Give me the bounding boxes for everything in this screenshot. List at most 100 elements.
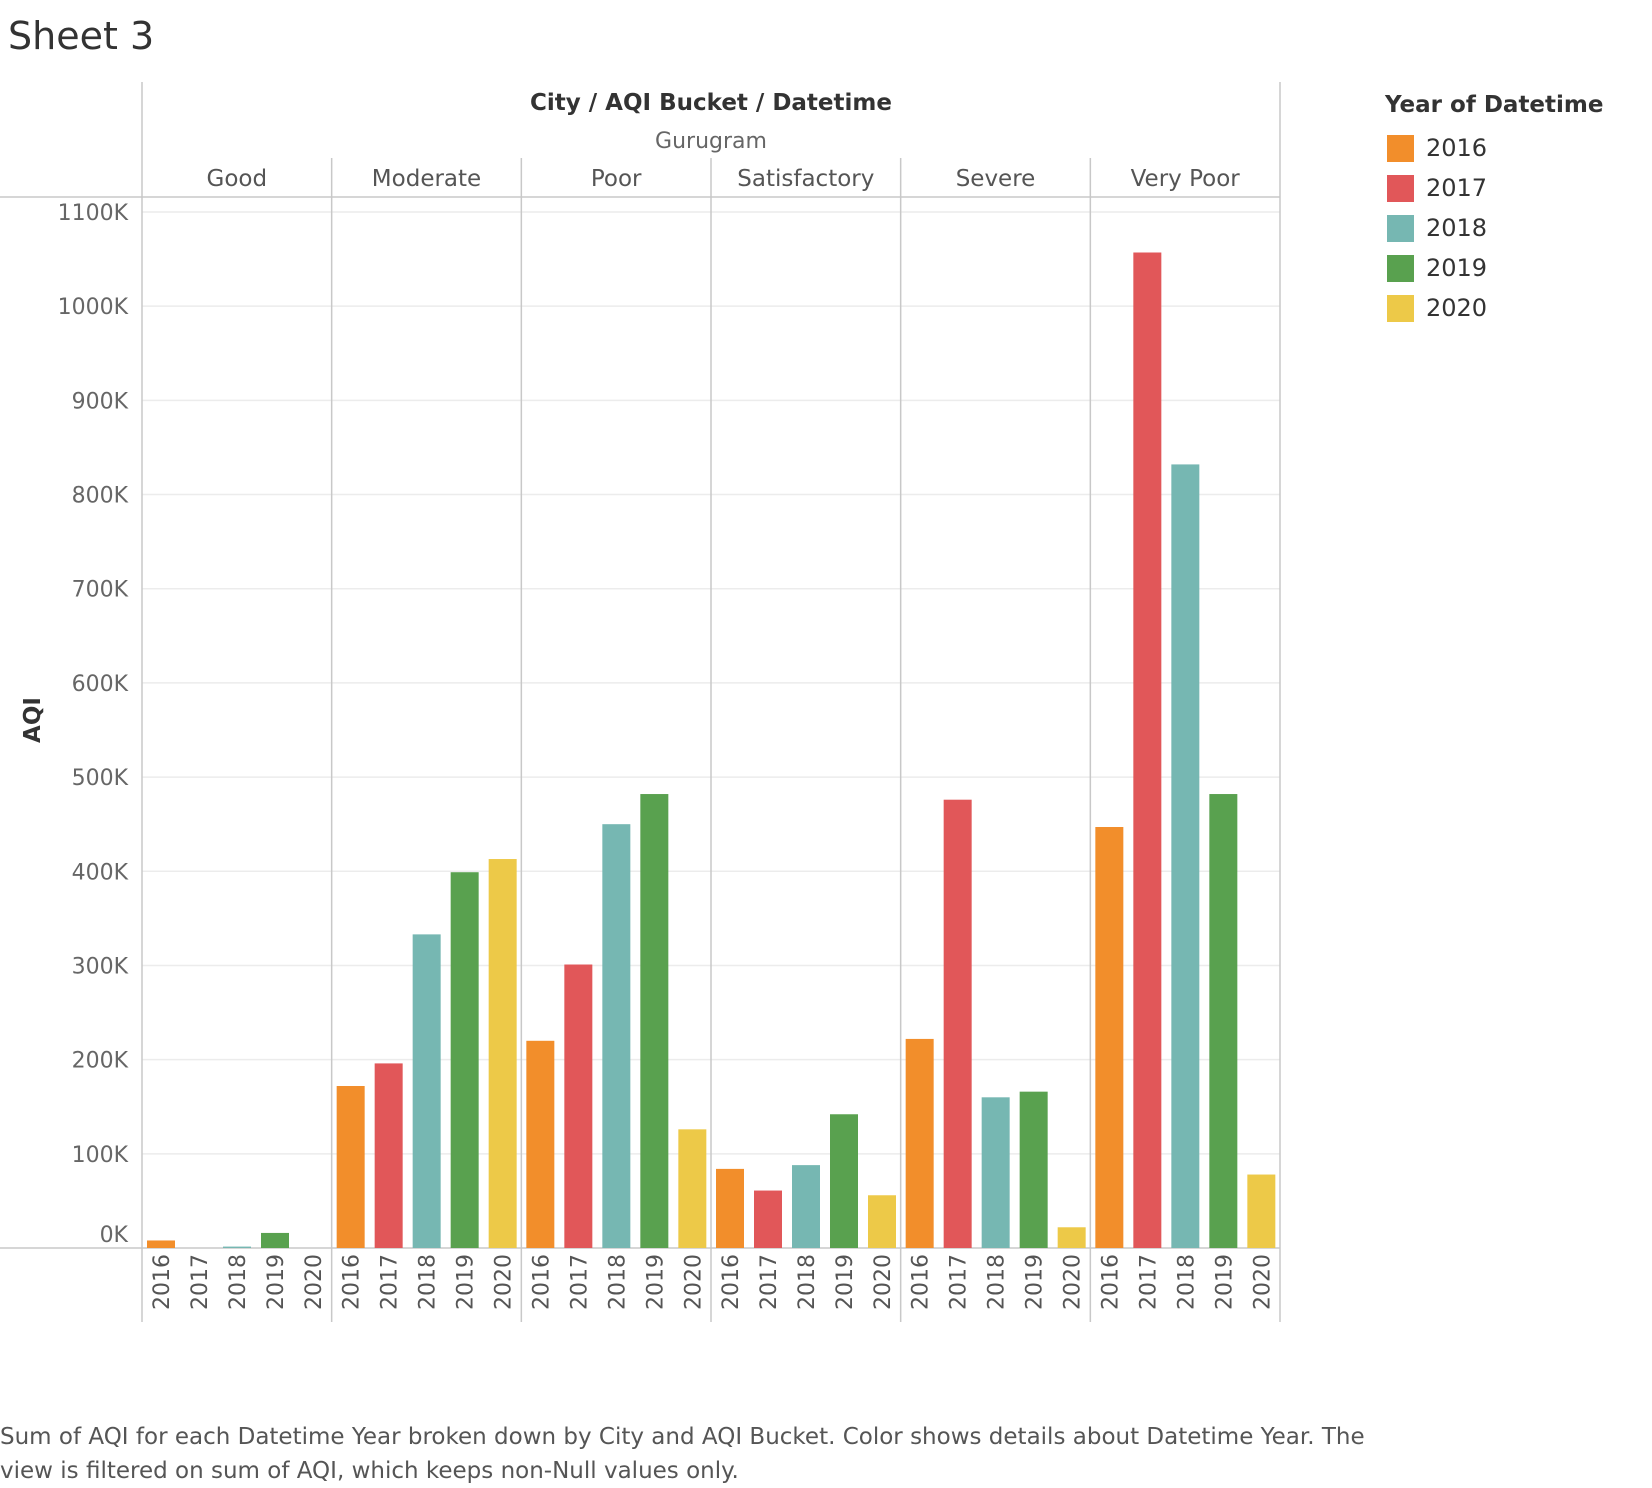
- bar-moderate-2020: [488, 859, 517, 1248]
- x-tick-label: 2016: [1098, 1254, 1123, 1310]
- x-tick-label: 2016: [150, 1254, 175, 1310]
- bar-moderate-2019: [450, 872, 479, 1248]
- bar-very-poor-2020: [1247, 1174, 1276, 1248]
- x-tick-label: 2017: [1136, 1254, 1161, 1310]
- x-tick-label: 2020: [1250, 1254, 1275, 1310]
- bar-satisfactory-2020: [868, 1195, 896, 1248]
- x-tick-label: 2019: [454, 1254, 479, 1310]
- chart-caption: Sum of AQI for each Datetime Year broken…: [0, 1424, 1365, 1484]
- bar-good-2016: [147, 1240, 175, 1248]
- bar-chart: City / AQI Bucket / Datetime Gurugram Good…: [0, 82, 1281, 1322]
- bar-poor-2020: [678, 1129, 707, 1248]
- x-tick-label: 2020: [681, 1254, 706, 1310]
- bar-moderate-2017: [374, 1063, 403, 1248]
- y-tick-label: 100K: [72, 1143, 129, 1168]
- x-tick-label: 2017: [947, 1254, 972, 1310]
- x-tick-label: 2018: [985, 1254, 1010, 1310]
- category-label: Satisfactory: [737, 166, 874, 192]
- bar-satisfactory-2019: [830, 1114, 858, 1248]
- x-tick-label: 2018: [795, 1254, 820, 1310]
- legend-label: 2018: [1426, 214, 1488, 242]
- bar-severe-2019: [1019, 1091, 1048, 1248]
- bar-very-poor-2018: [1171, 464, 1200, 1248]
- x-tick-label: 2017: [567, 1254, 592, 1310]
- y-tick-label: 400K: [72, 860, 129, 885]
- bar-severe-2020: [1057, 1227, 1086, 1248]
- legend-item-2020[interactable]: 2020: [1385, 288, 1603, 328]
- legend-item-2019[interactable]: 2019: [1385, 248, 1603, 288]
- legend-items: 2016 2017 2018 2019 2020: [1385, 128, 1603, 328]
- category-label: Severe: [956, 166, 1036, 192]
- sheet-title: Sheet 3: [8, 14, 155, 58]
- legend-swatch: [1387, 134, 1414, 162]
- category-label: Very Poor: [1131, 166, 1241, 192]
- x-tick-label: 2017: [378, 1254, 403, 1310]
- x-tick-label: 2018: [416, 1254, 441, 1310]
- y-tick-label: 900K: [72, 389, 129, 414]
- y-tick-label: 200K: [72, 1049, 129, 1074]
- legend-swatch: [1387, 214, 1414, 242]
- legend-label: 2016: [1426, 134, 1488, 162]
- x-tick-label: 2016: [909, 1254, 934, 1310]
- chart-frame: [0, 82, 1281, 1322]
- bar-satisfactory-2016: [716, 1168, 744, 1248]
- y-tick-label: 0K: [100, 1223, 129, 1248]
- legend-label: 2017: [1426, 174, 1488, 202]
- x-tick-label: 2018: [226, 1254, 251, 1310]
- x-tick-label: 2017: [757, 1254, 782, 1310]
- category-label: Poor: [591, 166, 642, 192]
- legend-item-2017[interactable]: 2017: [1385, 168, 1603, 208]
- legend-label: 2020: [1426, 294, 1488, 322]
- city-label: Gurugram: [655, 129, 767, 154]
- y-axis-title: AQI: [20, 697, 46, 743]
- legend-label: 2019: [1426, 254, 1488, 282]
- bar-poor-2017: [564, 964, 593, 1248]
- y-tick-label: 800K: [72, 484, 129, 509]
- x-tick-label: 2019: [1212, 1254, 1237, 1310]
- legend-item-2016[interactable]: 2016: [1385, 128, 1603, 168]
- x-tick-label: 2019: [643, 1254, 668, 1310]
- bar-satisfactory-2017: [754, 1190, 782, 1248]
- bar-severe-2016: [905, 1038, 934, 1248]
- y-tick-label: 1100K: [58, 201, 129, 226]
- y-tick-label: 1000K: [58, 295, 129, 320]
- bar-moderate-2018: [412, 934, 441, 1248]
- bar-good-2019: [261, 1232, 289, 1248]
- x-tick-label: 2019: [264, 1254, 289, 1310]
- x-tick-label: 2020: [302, 1254, 327, 1310]
- x-tick-label: 2018: [1174, 1254, 1199, 1310]
- bars: [147, 252, 1276, 1249]
- x-tick-label: 2020: [492, 1254, 517, 1310]
- legend-swatch: [1387, 174, 1414, 202]
- bar-very-poor-2016: [1095, 827, 1124, 1248]
- x-tick-label: 2016: [340, 1254, 365, 1310]
- column-headers: City / AQI Bucket / Datetime Gurugram Good…: [207, 90, 1241, 192]
- y-tick-label: 700K: [72, 578, 129, 603]
- bar-poor-2016: [526, 1040, 555, 1248]
- y-tick-label: 600K: [72, 672, 129, 697]
- bar-poor-2019: [640, 794, 669, 1248]
- x-tick-label: 2019: [833, 1254, 858, 1310]
- y-tick-label: 300K: [72, 954, 129, 979]
- bar-poor-2018: [602, 824, 631, 1248]
- category-label: Moderate: [372, 166, 481, 192]
- bar-satisfactory-2018: [792, 1165, 820, 1248]
- bar-severe-2018: [981, 1097, 1010, 1248]
- x-tick-label: 2016: [719, 1254, 744, 1310]
- bar-good-2018: [223, 1246, 251, 1248]
- bar-very-poor-2019: [1209, 794, 1238, 1248]
- legend-swatch: [1387, 254, 1414, 282]
- y-tick-label: 500K: [72, 766, 129, 791]
- category-label: Good: [207, 166, 268, 192]
- bar-moderate-2016: [336, 1086, 365, 1248]
- legend-title: Year of Datetime: [1385, 92, 1604, 118]
- legend-swatch: [1387, 294, 1414, 322]
- legend: Year of Datetime 2016 2017 2018 2019 2020: [1385, 92, 1603, 328]
- bar-severe-2017: [943, 799, 972, 1248]
- header-title: City / AQI Bucket / Datetime: [530, 90, 892, 116]
- x-tick-label: 2018: [605, 1254, 630, 1310]
- legend-item-2018[interactable]: 2018: [1385, 208, 1603, 248]
- y-axis: 0K 100K 200K 300K 400K 500K 600K 700K 800K 900K 10…: [20, 201, 129, 1248]
- x-tick-label: 2020: [1061, 1254, 1086, 1310]
- x-tick-label: 2017: [188, 1254, 213, 1310]
